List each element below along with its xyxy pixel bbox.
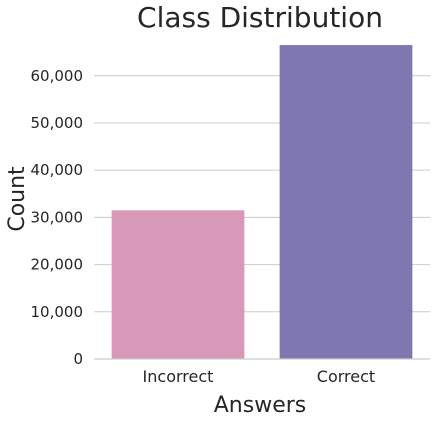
x-tick-label-incorrect: Incorrect bbox=[143, 367, 214, 386]
y-tick-label: 10,000 bbox=[31, 303, 84, 321]
bars bbox=[111, 45, 413, 360]
y-axis-label: Count bbox=[5, 166, 30, 232]
y-tick-label: 50,000 bbox=[31, 114, 84, 132]
y-tick-label: 30,000 bbox=[31, 208, 84, 226]
y-tick-label: 60,000 bbox=[31, 67, 84, 85]
bar-incorrect bbox=[111, 210, 245, 359]
y-tick-label: 20,000 bbox=[31, 256, 84, 274]
bar-correct bbox=[279, 45, 413, 360]
chart-title: Class Distribution bbox=[137, 1, 383, 34]
y-tick-label: 0 bbox=[73, 350, 83, 368]
x-tick-label-correct: Correct bbox=[317, 367, 375, 386]
x-tick-labels: Incorrect Correct bbox=[143, 367, 376, 386]
y-tick-labels: 0 10,000 20,000 30,000 40,000 50,000 60,000 bbox=[31, 67, 84, 368]
x-axis-label: Answers bbox=[214, 393, 307, 418]
y-tick-label: 40,000 bbox=[31, 161, 84, 179]
